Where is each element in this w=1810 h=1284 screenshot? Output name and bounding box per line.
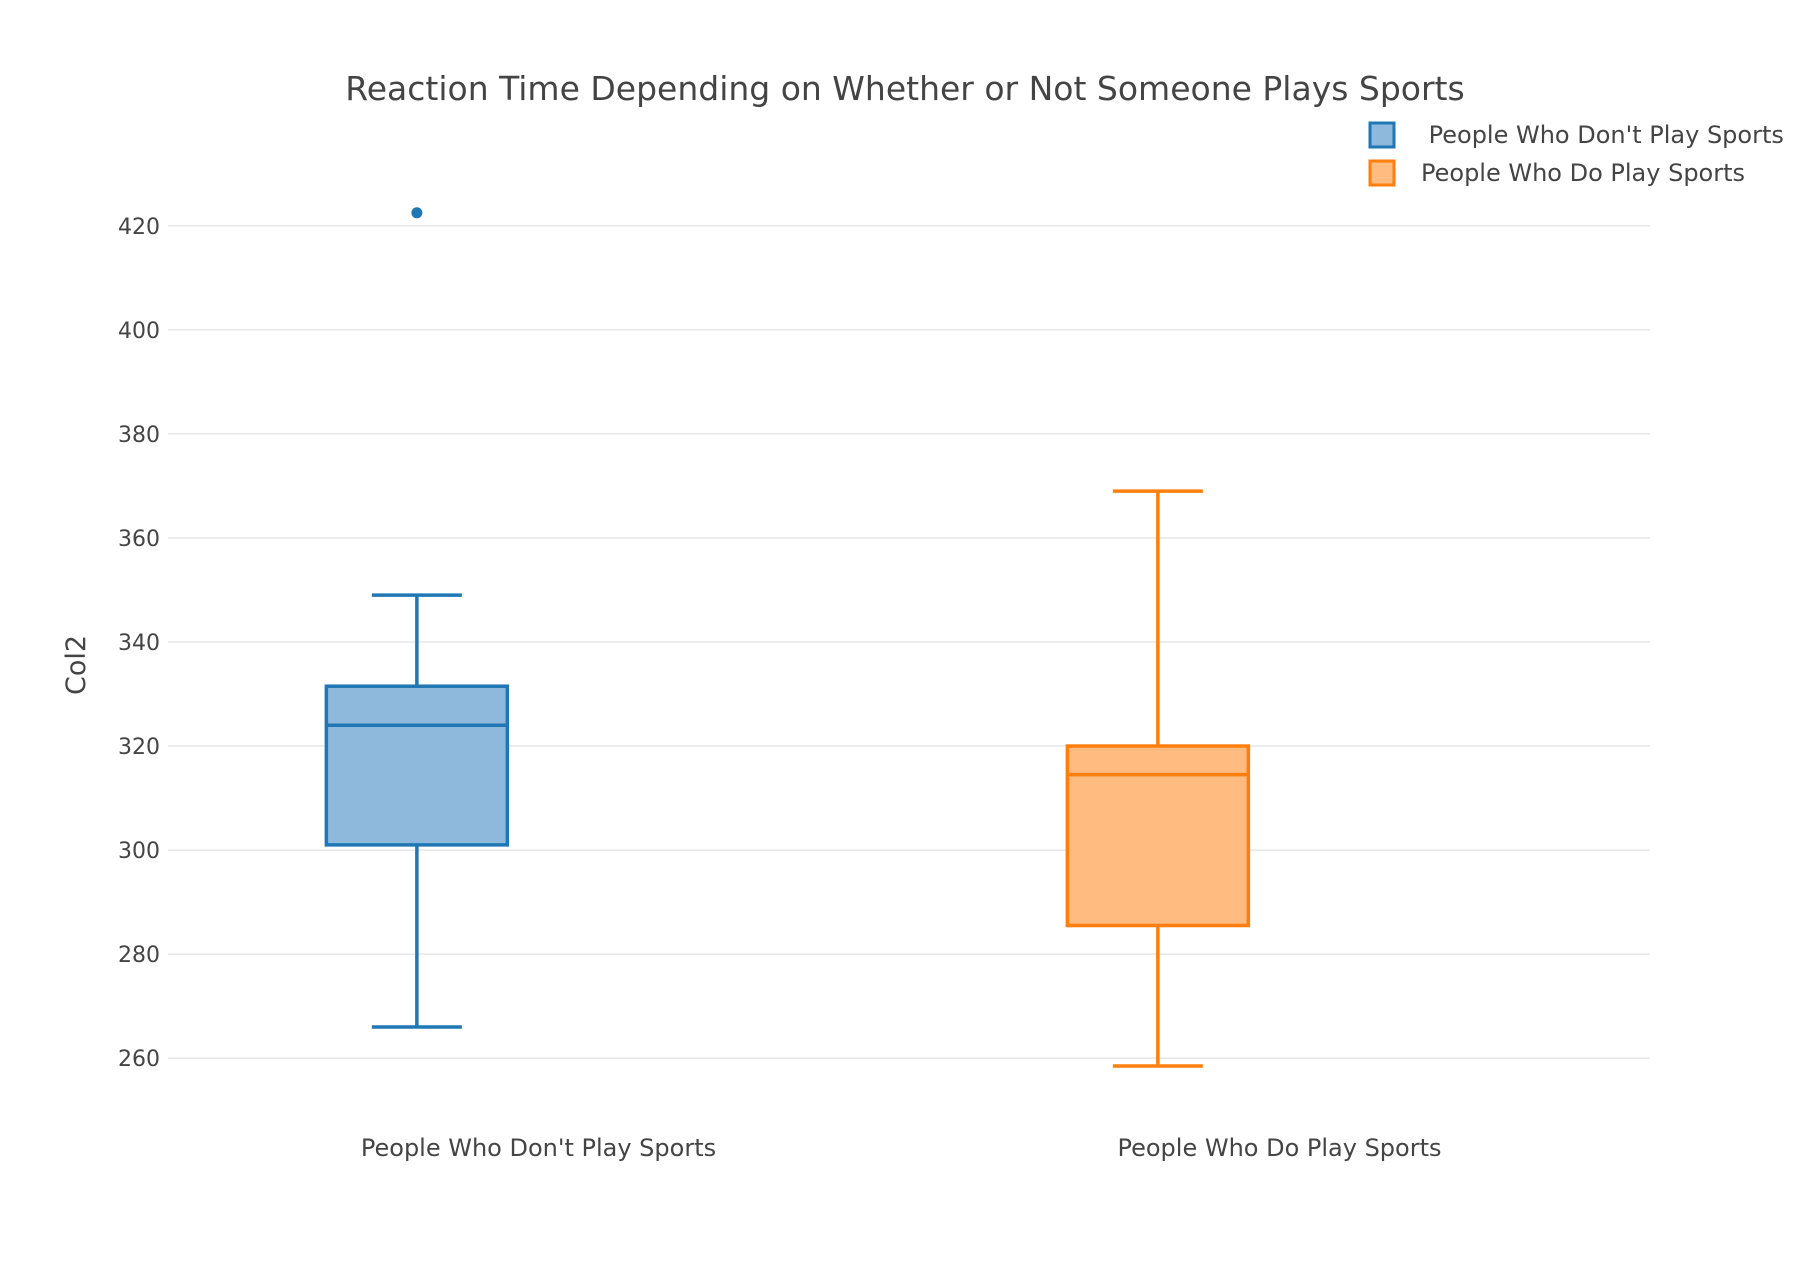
y-tick-label-260: 260 [118, 1047, 160, 1072]
legend-item-no-sports[interactable]: People Who Don't Play Sports [1368, 121, 1784, 149]
legend-swatch-no-sports [1368, 121, 1396, 149]
y-axis-label: Col2 [61, 635, 92, 695]
chart-title: Reaction Time Depending on Whether or No… [345, 69, 1464, 108]
y-tick-label-360: 360 [118, 527, 160, 552]
box-trace-1[interactable] [1065, 489, 1251, 1068]
y-tick-label-280: 280 [118, 943, 160, 968]
x-axis-category-labels: People Who Don't Play Sports People Who D… [361, 1134, 1442, 1162]
x-category-label-1: People Who Do Play Sports [1117, 1134, 1441, 1162]
legend-label-sports: People Who Do Play Sports [1421, 159, 1745, 187]
y-tick-label-420: 420 [118, 215, 160, 240]
legend-label-no-sports: People Who Don't Play Sports [1421, 121, 1784, 149]
legend-item-sports[interactable]: People Who Do Play Sports [1368, 159, 1745, 187]
y-tick-label-320: 320 [118, 735, 160, 760]
y-tick-label-400: 400 [118, 319, 160, 344]
box-plot-traces [324, 207, 1251, 1068]
outlier-point-0 [411, 207, 423, 219]
legend[interactable]: People Who Don't Play Sports People Who … [1368, 121, 1784, 187]
y-axis-tick-labels: 260 280 300 320 340 360 380 400 420 [118, 215, 160, 1072]
x-category-label-0: People Who Don't Play Sports [361, 1134, 716, 1162]
iqr-box [324, 684, 510, 847]
y-tick-label-380: 380 [118, 423, 160, 448]
y-tick-label-340: 340 [118, 631, 160, 656]
box-trace-0[interactable] [324, 207, 510, 1029]
y-tick-label-300: 300 [118, 839, 160, 864]
gridlines [168, 225, 1650, 1059]
legend-swatch-sports [1368, 159, 1396, 187]
